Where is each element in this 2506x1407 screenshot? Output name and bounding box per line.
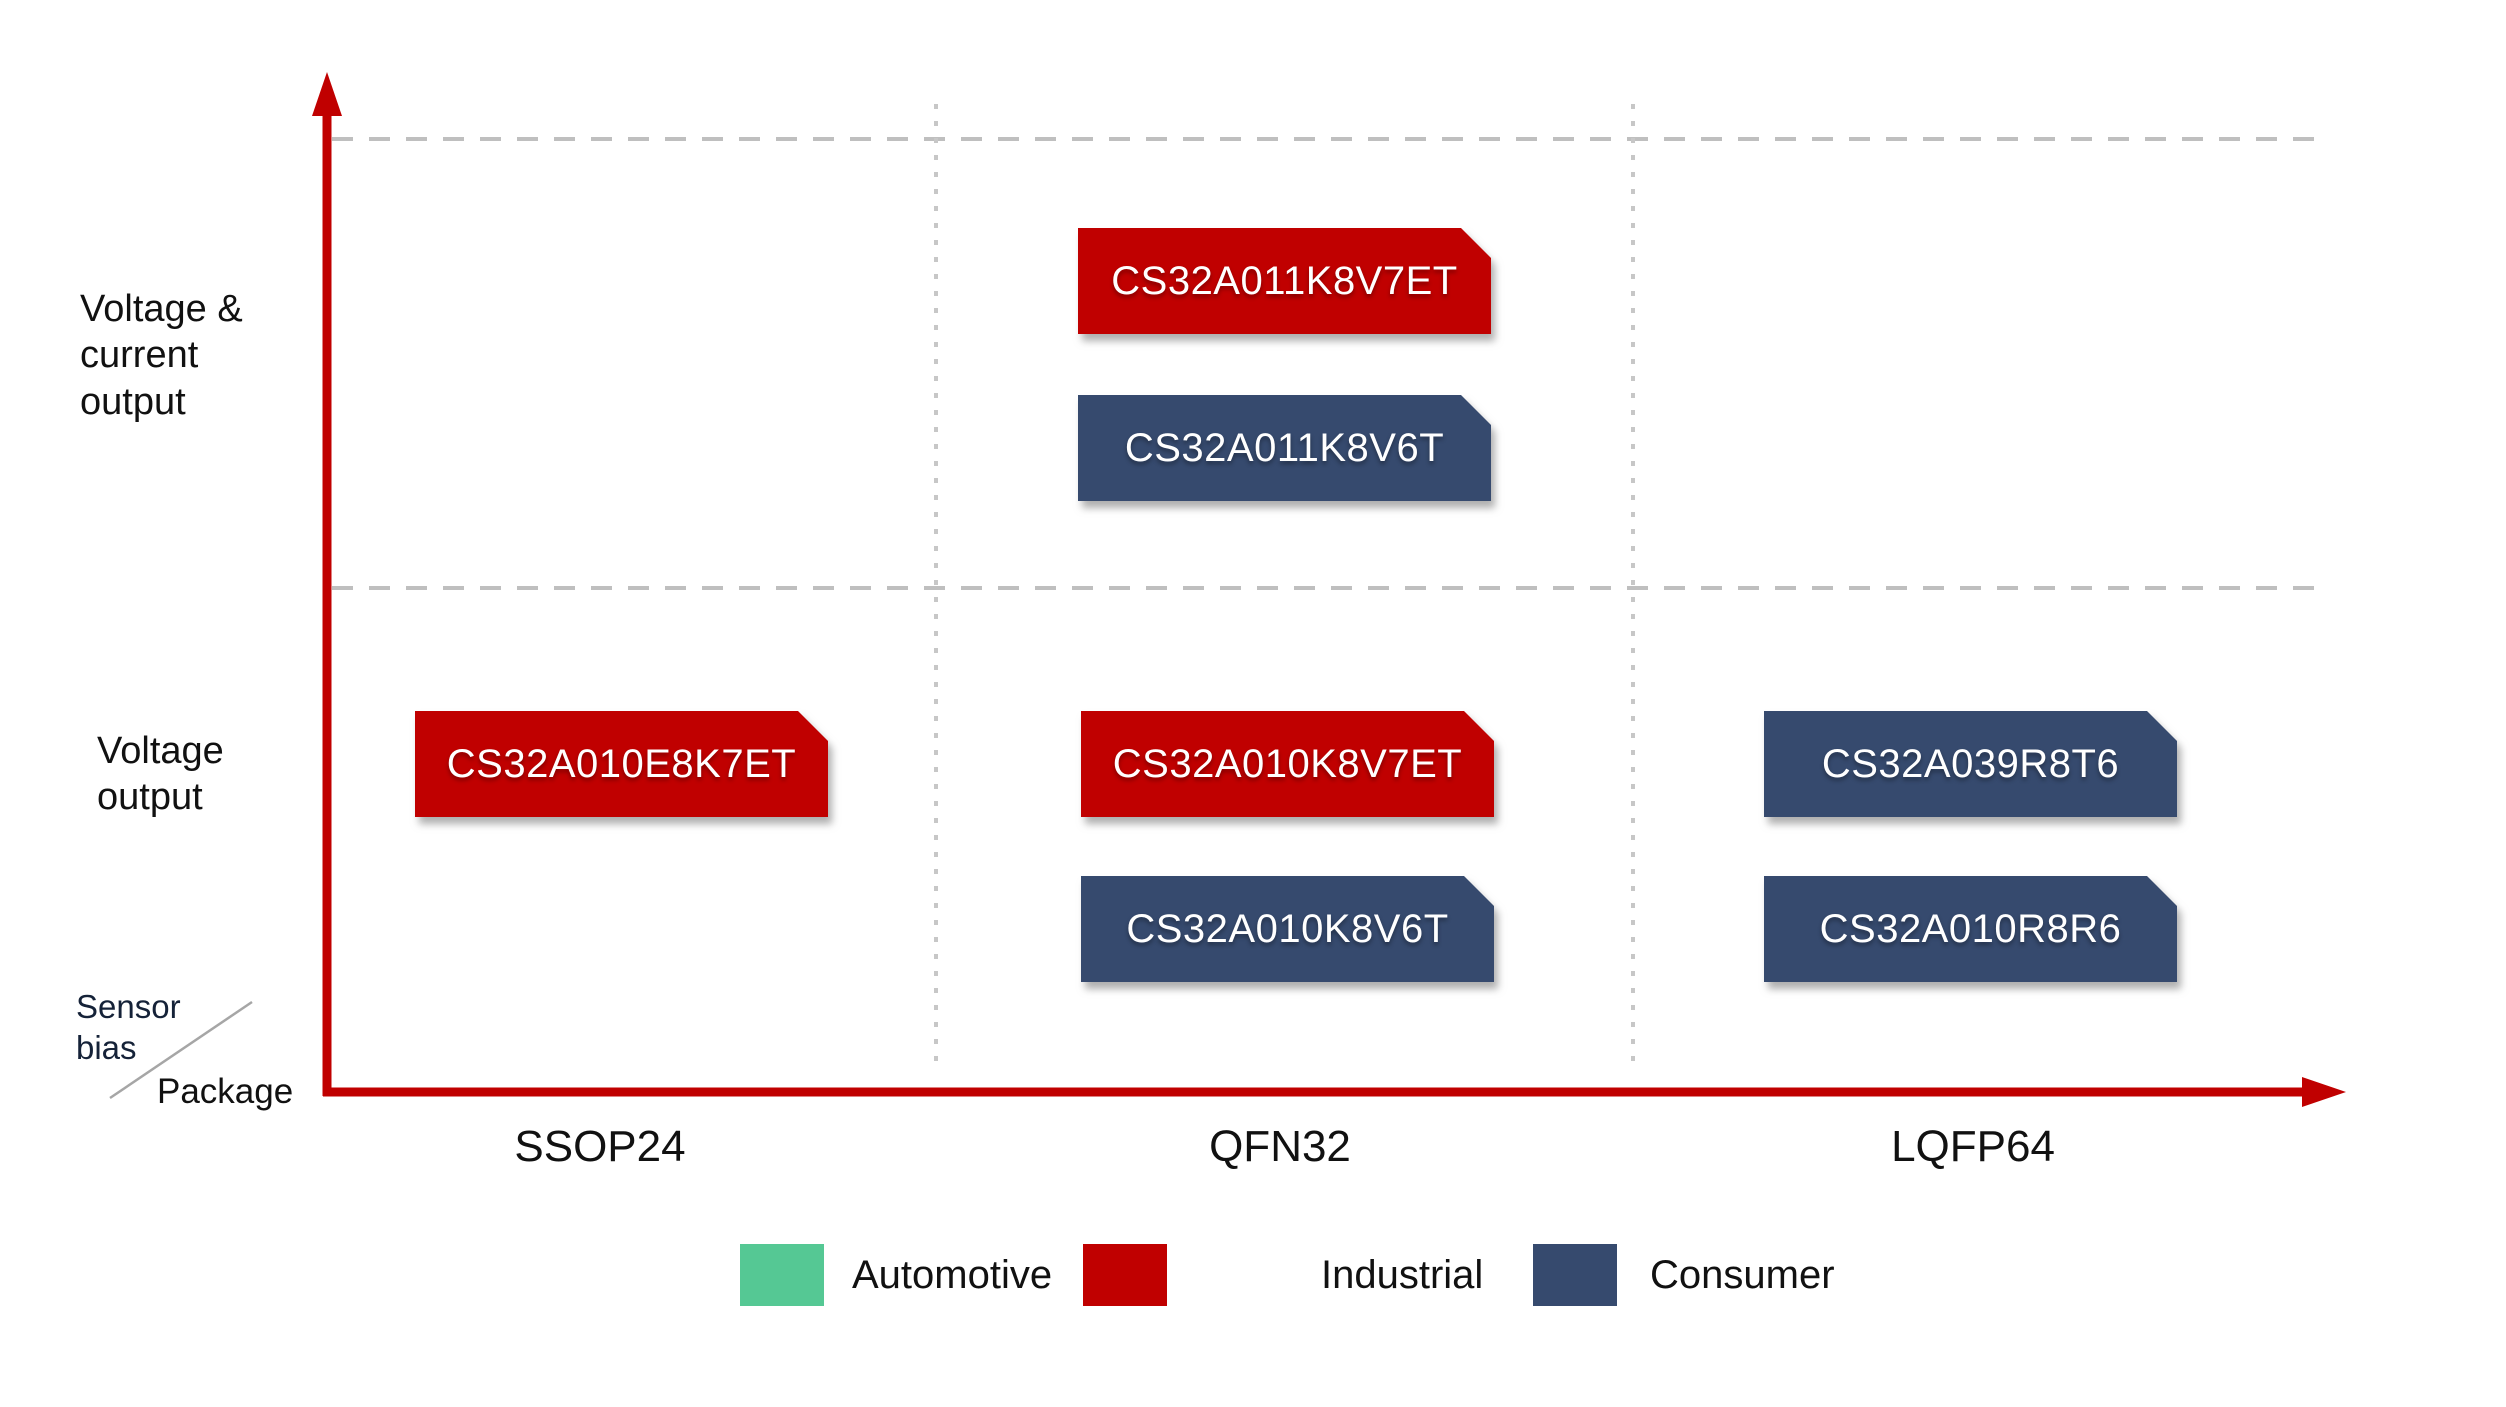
product-box-cs32a010r8r6: CS32A010R8R6 bbox=[1764, 876, 2177, 982]
legend-label-automotive: Automotive bbox=[852, 1252, 1053, 1297]
legend-label-consumer: Consumer bbox=[1650, 1252, 1835, 1297]
legend-swatch-industrial bbox=[1083, 1244, 1167, 1306]
product-label: CS32A011K8V7ET bbox=[1111, 258, 1458, 303]
product-box-cs32a010k8v7et: CS32A010K8V7ET bbox=[1081, 711, 1494, 817]
legend-swatch-automotive bbox=[740, 1244, 824, 1306]
x-tick-ssop24: SSOP24 bbox=[514, 1122, 686, 1171]
x-tick-qfn32: QFN32 bbox=[1209, 1122, 1351, 1171]
product-box-cs32a010e8k7et: CS32A010E8K7ET bbox=[415, 711, 828, 817]
product-box-cs32a039r8t6: CS32A039R8T6 bbox=[1764, 711, 2177, 817]
product-box-cs32a011k8v6t: CS32A011K8V6T bbox=[1078, 395, 1491, 501]
x-axis-title-package: Package bbox=[157, 1072, 294, 1111]
legend-swatch-consumer bbox=[1533, 1244, 1617, 1306]
x-tick-lqfp64: LQFP64 bbox=[1891, 1122, 2055, 1171]
y-category-voltage-current-output: Voltage & current output bbox=[80, 288, 243, 423]
product-box-cs32a010k8v6t: CS32A010K8V6T bbox=[1081, 876, 1494, 982]
x-axis-arrowhead-icon bbox=[2302, 1077, 2346, 1107]
product-label: CS32A010K8V7ET bbox=[1112, 741, 1463, 786]
legend-item-industrial: Industrial bbox=[1083, 1244, 1483, 1306]
legend-item-automotive: Automotive bbox=[740, 1244, 1052, 1306]
product-label: CS32A011K8V6T bbox=[1124, 425, 1445, 470]
product-label: CS32A039R8T6 bbox=[1821, 741, 2120, 786]
y-axis-arrowhead-icon bbox=[312, 72, 342, 116]
product-label: CS32A010R8R6 bbox=[1819, 906, 2122, 951]
product-label: CS32A010K8V6T bbox=[1126, 906, 1449, 951]
product-box-cs32a011k8v7et: CS32A011K8V7ET bbox=[1078, 228, 1491, 334]
legend-label-industrial: Industrial bbox=[1321, 1252, 1484, 1297]
y-category-voltage-output: Voltage output bbox=[97, 730, 224, 819]
product-label: CS32A010E8K7ET bbox=[446, 741, 797, 786]
y-axis-title-sensor-bias: Sensor bias bbox=[76, 988, 181, 1067]
legend-item-consumer: Consumer bbox=[1533, 1244, 1835, 1306]
origin-diagonal-line bbox=[109, 1000, 253, 1100]
